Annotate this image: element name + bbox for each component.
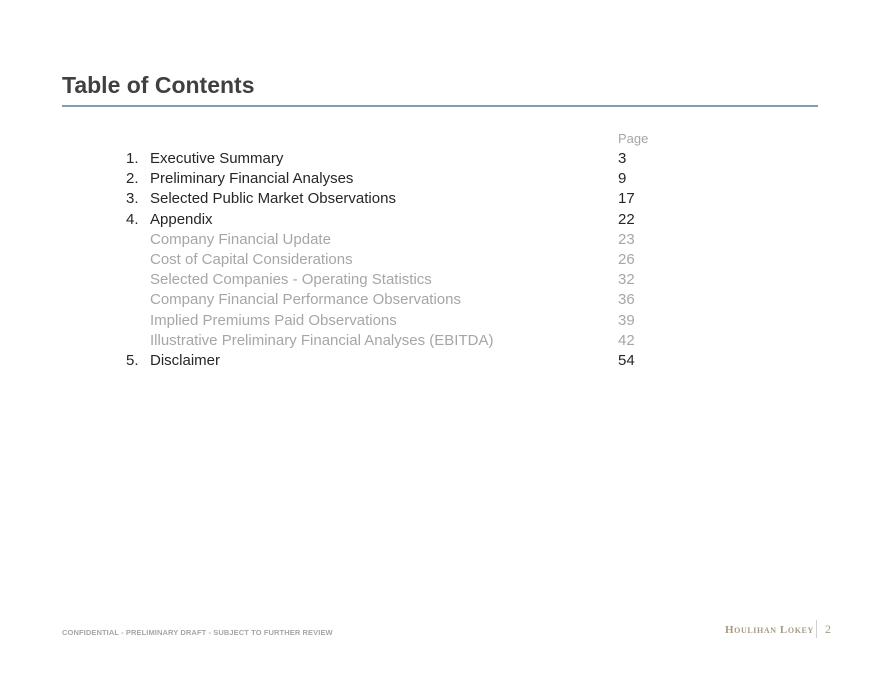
toc-item-number: 5. — [126, 351, 139, 369]
toc-item-label: Preliminary Financial Analyses — [150, 170, 354, 188]
toc-item-label: Company Financial Update — [150, 230, 331, 248]
toc-subitem[interactable]: Selected Companies - Operating Statistic… — [0, 271, 880, 291]
toc-item-page: 22 — [618, 210, 635, 228]
confidential-notice: CONFIDENTIAL - PRELIMINARY DRAFT - SUBJE… — [62, 628, 333, 637]
toc-item-number: 2. — [126, 170, 139, 188]
page-column-header: Page — [618, 131, 649, 146]
toc-item-number: 3. — [126, 190, 139, 208]
toc-item-page: 36 — [618, 291, 635, 309]
toc-item[interactable]: 3. Selected Public Market Observations 17 — [0, 190, 880, 210]
toc-item-page: 26 — [618, 250, 635, 268]
toc-item-page: 32 — [618, 271, 635, 289]
toc-subitem[interactable]: Implied Premiums Paid Observations 39 — [0, 312, 880, 332]
toc-item[interactable]: 5. Disclaimer 54 — [0, 352, 880, 372]
toc-item-page: 9 — [618, 170, 627, 188]
toc-item-page: 3 — [618, 150, 627, 167]
page-title: Table of Contents — [62, 72, 255, 98]
table-of-contents: 1. Executive Summary 3 2. Preliminary Financ… — [0, 150, 880, 372]
toc-item-page: 39 — [618, 311, 635, 329]
footer-divider — [816, 620, 817, 638]
toc-item-label: Company Financial Performance Observatio… — [150, 291, 461, 309]
toc-item[interactable]: 4. Appendix 22 — [0, 211, 880, 231]
toc-subitem[interactable]: Company Financial Performance Observatio… — [0, 291, 880, 311]
toc-item-page: 17 — [618, 190, 635, 208]
toc-item-label: Disclaimer — [150, 351, 221, 369]
title-divider — [62, 105, 818, 107]
toc-item-number: 1. — [126, 150, 139, 167]
toc-item-page: 54 — [618, 351, 635, 369]
toc-subitem[interactable]: Cost of Capital Considerations 26 — [0, 251, 880, 271]
toc-item-label: Illustrative Preliminary Financial Analy… — [150, 331, 494, 349]
toc-subitem[interactable]: Illustrative Preliminary Financial Analy… — [0, 332, 880, 352]
toc-item-label: Appendix — [150, 210, 213, 228]
toc-item-label: Cost of Capital Considerations — [150, 250, 353, 268]
toc-subitem[interactable]: Company Financial Update 23 — [0, 231, 880, 251]
toc-item-label: Implied Premiums Paid Observations — [150, 311, 397, 329]
houlihan-lokey-logo: Houlihan Lokey — [725, 624, 814, 636]
toc-item-page: 23 — [618, 230, 635, 248]
page-number: 2 — [825, 622, 831, 636]
toc-item-label: Selected Companies - Operating Statistic… — [150, 271, 432, 289]
toc-item[interactable]: 2. Preliminary Financial Analyses 9 — [0, 170, 880, 190]
toc-item-label: Selected Public Market Observations — [150, 190, 396, 208]
toc-item[interactable]: 1. Executive Summary 3 — [0, 150, 880, 170]
toc-item-page: 42 — [618, 331, 635, 349]
toc-item-label: Executive Summary — [150, 150, 284, 167]
toc-item-number: 4. — [126, 210, 139, 228]
